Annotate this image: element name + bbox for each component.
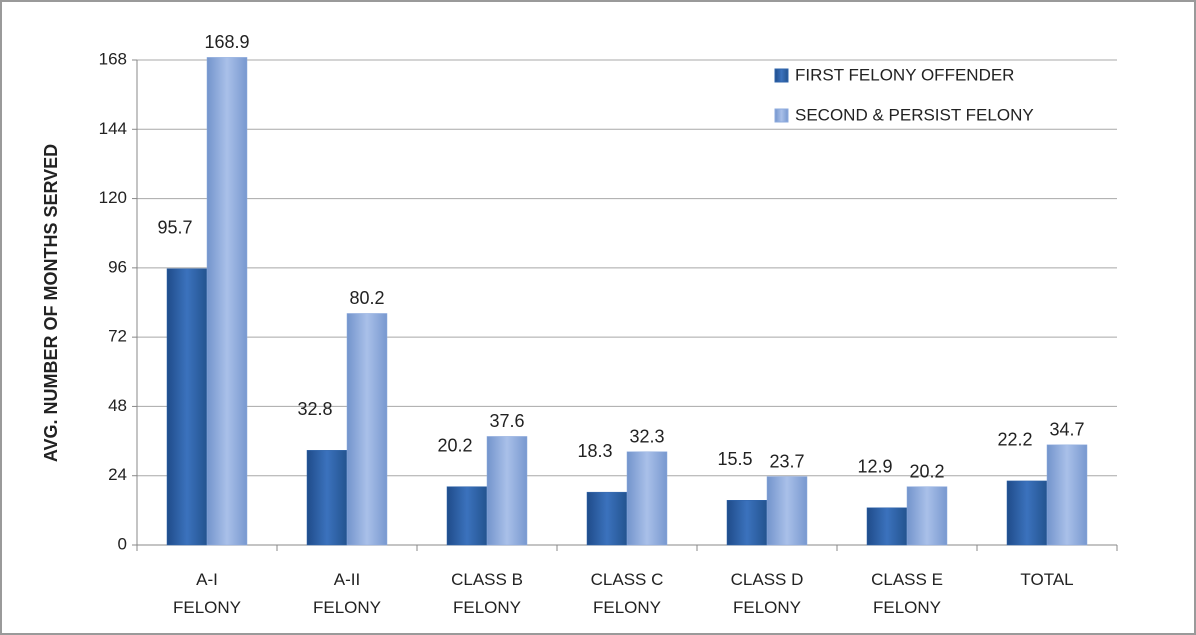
bar: [446, 486, 488, 546]
y-tick-label: 48: [108, 396, 127, 415]
data-label: 15.5: [717, 449, 752, 469]
data-label: 20.2: [437, 435, 472, 455]
bar: [486, 436, 528, 546]
bar: [866, 507, 908, 546]
bar: [766, 476, 808, 546]
x-tick-label: CLASS E FELONY: [871, 570, 943, 617]
x-tick-label: A-II FELONY: [313, 570, 381, 617]
data-label: 12.9: [857, 457, 892, 477]
y-axis-label: AVG. NUMBER OF MONTHS SERVED: [41, 144, 61, 462]
y-tick-label: 0: [118, 534, 127, 553]
data-label: 20.2: [909, 461, 944, 481]
legend-swatch: [774, 108, 789, 123]
bar: [346, 313, 388, 546]
y-tick-label: 168: [99, 49, 127, 68]
bar: [726, 500, 768, 546]
bar: [906, 486, 948, 546]
x-tick-label: CLASS C FELONY: [591, 570, 664, 617]
data-label: 168.9: [204, 32, 249, 52]
bar: [206, 57, 248, 546]
y-tick-label: 72: [108, 327, 127, 346]
data-label: 95.7: [157, 217, 192, 237]
data-label: 34.7: [1049, 420, 1084, 440]
y-tick-label: 24: [108, 465, 127, 484]
data-label: 32.3: [629, 427, 664, 447]
bar: [1046, 444, 1088, 546]
bar: [626, 451, 668, 546]
bar: [166, 268, 208, 546]
x-tick-label: TOTAL: [1020, 570, 1073, 589]
y-tick-label: 96: [108, 257, 127, 276]
y-tick-label: 120: [99, 188, 127, 207]
data-label: 23.7: [769, 451, 804, 471]
data-label: 80.2: [349, 288, 384, 308]
legend-swatch: [774, 68, 789, 83]
bar: [586, 491, 628, 546]
data-label: 18.3: [577, 441, 612, 461]
data-label: 37.6: [489, 411, 524, 431]
legend-label: FIRST FELONY OFFENDER: [795, 65, 1014, 84]
x-tick-label: CLASS D FELONY: [731, 570, 804, 617]
bar: [306, 450, 348, 546]
data-label: 32.8: [297, 399, 332, 419]
y-tick-label: 144: [99, 119, 127, 138]
x-tick-label: CLASS B FELONY: [451, 570, 523, 617]
legend-label: SECOND & PERSIST FELONY: [795, 105, 1034, 124]
data-label: 22.2: [997, 430, 1032, 450]
x-tick-label: A-I FELONY: [173, 570, 241, 617]
bar: [1006, 480, 1048, 546]
